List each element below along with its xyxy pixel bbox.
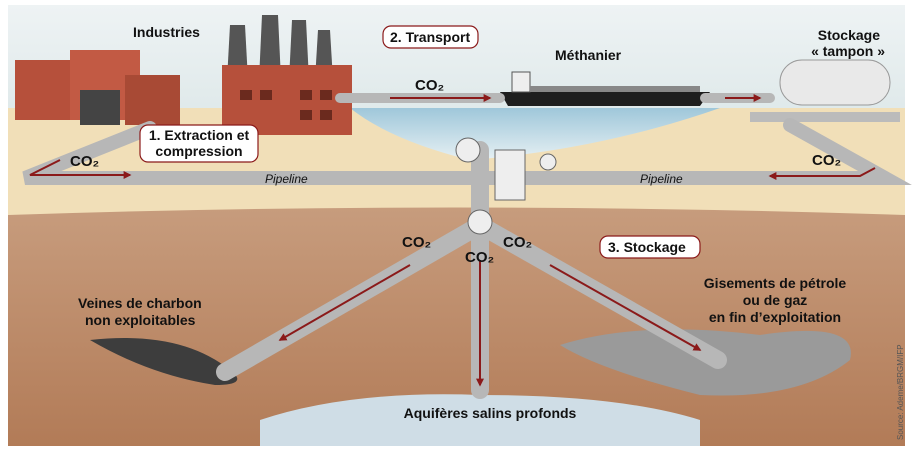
- label: Gisements de pétrole: [704, 275, 847, 291]
- co2-label: CO₂: [402, 234, 431, 251]
- label-box: [599, 235, 701, 259]
- label: 1. Extraction et: [149, 127, 250, 143]
- label: non exploitables: [85, 312, 196, 328]
- co2-label: CO₂: [465, 249, 494, 266]
- co2-label: CO₂: [70, 153, 99, 170]
- tank: [750, 59, 900, 122]
- label: Aquifères salins profonds: [404, 405, 577, 421]
- label: en fin d’exploitation: [709, 309, 841, 325]
- label: Stockage: [818, 27, 880, 43]
- ship: [500, 71, 710, 106]
- label: ou de gaz: [743, 292, 808, 308]
- co2-label: CO₂: [415, 77, 444, 94]
- label: 3. Stockage: [608, 239, 686, 255]
- label: Pipeline: [640, 172, 683, 186]
- co2-label: CO₂: [503, 234, 532, 251]
- label: Industries: [133, 24, 200, 40]
- arrows: [29, 94, 876, 387]
- label: Méthanier: [555, 47, 622, 63]
- valves: [455, 137, 557, 235]
- label: Veines de charbon: [78, 295, 202, 311]
- factories: [15, 15, 352, 135]
- co2-label: CO₂: [812, 152, 841, 169]
- source: Source: Ademe/BRGM/IFP: [896, 344, 905, 440]
- label: compression: [155, 143, 242, 159]
- label-box: [382, 25, 479, 49]
- label-box: [139, 124, 259, 163]
- label: 2. Transport: [390, 29, 470, 45]
- label: Pipeline: [265, 172, 308, 186]
- label: « tampon »: [811, 43, 885, 59]
